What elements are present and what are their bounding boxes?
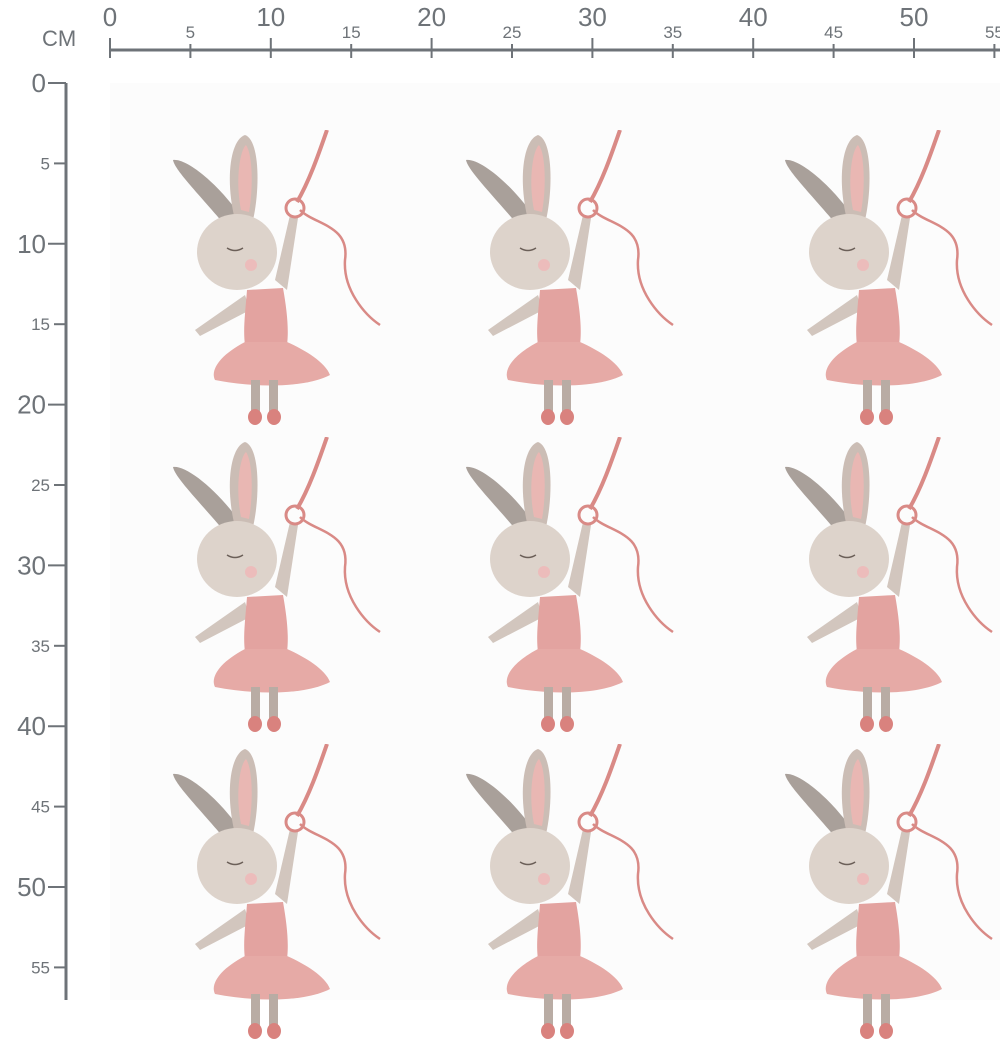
ruler-tick-label: 0 (103, 2, 117, 32)
ruler-tick-label: 35 (663, 23, 682, 42)
horizontal-ruler: 0 5 10 15 20 25 30 35 40 45 50 55 (103, 2, 1000, 58)
ruler-tick-label: 0 (32, 68, 46, 98)
ruler-tick-label: 45 (31, 798, 50, 817)
ruler-tick-label: 35 (31, 637, 50, 656)
ruler-tick-label: 10 (256, 2, 285, 32)
ruler-tick-label: 40 (17, 711, 46, 741)
ruler-tick-label: 55 (31, 958, 50, 977)
ruler-tick-label: 25 (31, 476, 50, 495)
ruler-tick-label: 20 (17, 390, 46, 420)
ruler-tick-label: 25 (503, 23, 522, 42)
ruler-tick-label: 30 (578, 2, 607, 32)
ruler-tick-label: 50 (17, 872, 46, 902)
ruler-tick-label: 15 (342, 23, 361, 42)
ruler-tick-label: 20 (417, 2, 446, 32)
unit-label: CM (42, 26, 76, 51)
ruler-tick-label: 30 (17, 550, 46, 580)
ruler-tick-label: 40 (739, 2, 768, 32)
ruler-tick-label: 5 (41, 154, 50, 173)
ruler-tick-label: 10 (17, 229, 46, 259)
ruler-tick-label: 45 (824, 23, 843, 42)
ruler-tick-label: 5 (186, 23, 195, 42)
measurement-rulers: CM 0 5 10 15 20 25 30 35 40 45 50 55 0 5 10 15 20 25 30 35… (17, 2, 1000, 1000)
ruler-tick-label: 50 (900, 2, 929, 32)
ruler-tick-label: 15 (31, 315, 50, 334)
ruler-tick-label: 55 (985, 23, 1000, 42)
vertical-ruler: 0 5 10 15 20 25 30 35 40 45 50 55 (17, 68, 68, 1000)
